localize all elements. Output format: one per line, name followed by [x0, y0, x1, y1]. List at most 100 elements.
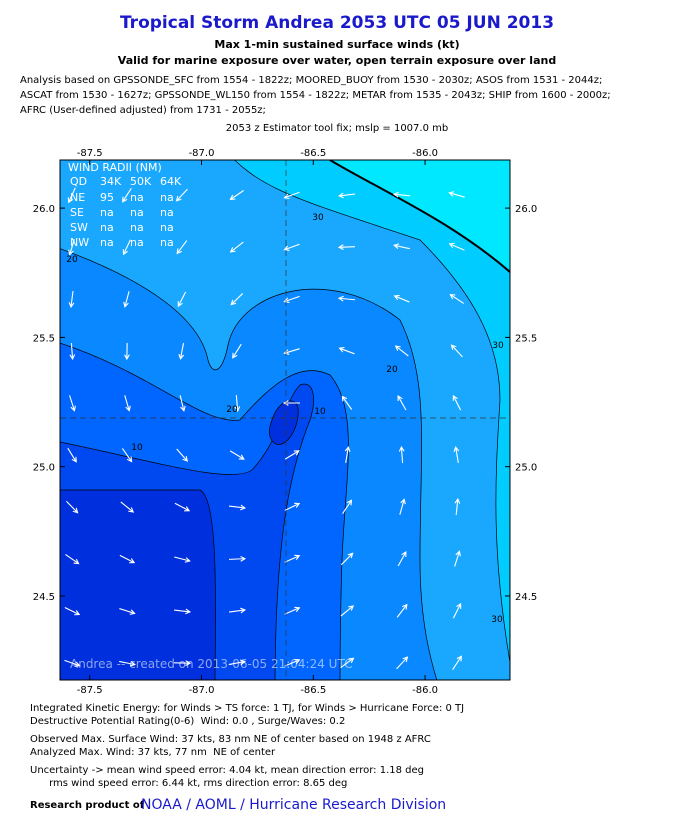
wind-arrow — [340, 552, 354, 566]
radii-cell: na — [130, 236, 144, 249]
wind-arrow — [124, 342, 130, 361]
footer-line: Uncertainty -> mean wind speed error: 4.… — [30, 765, 424, 776]
wind-arrow — [448, 242, 465, 251]
radii-cell: na — [130, 206, 144, 219]
wind-arrow — [177, 291, 187, 308]
footer-line: rms wind speed error: 6.44 kt, rms direc… — [30, 778, 347, 789]
wind-field — [60, 160, 510, 680]
analysis-line: AFRC (User-defined adjusted) from 1731 -… — [20, 105, 266, 116]
footer-line: Integrated Kinetic Energy: for Winds > T… — [30, 703, 464, 714]
radii-cell: SW — [70, 221, 88, 234]
wind-arrow — [283, 348, 300, 355]
wind-arrow — [67, 187, 76, 204]
wind-arrow — [393, 243, 410, 250]
subtitle: Max 1-min sustained surface winds (kt) — [214, 38, 459, 51]
wind-arrow — [228, 504, 247, 511]
wind-arrow — [119, 554, 136, 564]
x-tick-label: -86.0 — [412, 685, 438, 696]
wind-arrow — [230, 293, 244, 306]
contour-label: 20 — [66, 255, 78, 265]
x-tick-label: -87.0 — [189, 685, 215, 696]
wind-arrow — [337, 192, 356, 199]
wind-arrow — [344, 445, 351, 463]
wind-arrow — [173, 608, 192, 615]
radii-cell: 95 — [100, 191, 114, 204]
wind-arrow — [284, 554, 301, 563]
wind-arrow — [174, 556, 191, 563]
wind-arrow — [229, 450, 245, 460]
y-tick-label: 24.5 — [515, 592, 537, 603]
wind-arrow — [284, 450, 300, 460]
wind-arrow — [284, 658, 301, 667]
contour-label: 10 — [131, 443, 143, 453]
wind-arrow — [68, 290, 75, 309]
x-tick-label: -87.0 — [189, 148, 215, 159]
radii-cell: na — [130, 221, 144, 234]
wind-arrow — [228, 555, 247, 562]
footer-line: Destructive Potential Rating(0-6) Wind: … — [30, 716, 345, 727]
wind-arrow — [283, 191, 300, 200]
credit-prefix: Research product of — [30, 800, 145, 811]
wind-arrow — [283, 295, 300, 303]
wind-arrow — [119, 660, 136, 667]
radii-column: 50K — [130, 175, 152, 188]
y-tick-label: 26.0 — [515, 204, 537, 215]
wind-arrow — [64, 659, 81, 668]
radii-cell: NW — [70, 236, 89, 249]
wind-arrow — [284, 502, 301, 511]
validity: Valid for marine exposure over water, op… — [118, 54, 556, 67]
wind-arrow — [68, 239, 75, 256]
wind-arrow — [282, 400, 300, 406]
wind-arrow — [64, 606, 81, 616]
wind-arrow — [340, 605, 355, 617]
wind-arrow — [66, 500, 79, 514]
contour-label: 20 — [386, 365, 398, 375]
wind-arrow — [340, 657, 355, 669]
estimator: 2053 z Estimator tool fix; mslp = 1007.0… — [226, 123, 448, 134]
wind-arrow — [173, 660, 192, 666]
y-tick-label: 26.0 — [33, 204, 55, 215]
contour-label: 30 — [492, 341, 504, 351]
wind-arrow — [450, 344, 463, 358]
wind-arrow — [176, 448, 189, 462]
wind-arrow — [121, 448, 133, 463]
title: Tropical Storm Andrea 2053 UTC 05 JUN 20… — [120, 13, 554, 33]
wind-arrow — [449, 293, 464, 304]
radii-cell: na — [160, 221, 174, 234]
wind-arrow — [453, 445, 460, 463]
wind-arrow — [123, 291, 130, 308]
wind-arrow — [67, 447, 77, 463]
wind-arrow — [176, 240, 188, 255]
contour-label: 30 — [491, 615, 503, 625]
wind-arrow — [338, 346, 355, 355]
radii-column: QD — [70, 175, 87, 188]
radii-cell: na — [160, 191, 174, 204]
radii-cell: na — [160, 206, 174, 219]
wind-arrow — [69, 395, 76, 412]
wind-arrow — [342, 499, 353, 514]
wind-radii-table: WIND RADII (NM)QD 34K 50K 64K NE 95 na na SE na na… — [68, 161, 182, 249]
radii-cell: SE — [70, 206, 84, 219]
footer-line: Observed Max. Surface Wind: 37 kts, 83 n… — [30, 734, 431, 745]
radii-cell: na — [130, 191, 144, 204]
radii-cell: NE — [70, 191, 85, 204]
wind-arrow — [393, 294, 410, 303]
radii-column: 64K — [160, 175, 182, 188]
x-tick-label: -87.5 — [77, 685, 103, 696]
wind-arrow — [397, 550, 407, 567]
wind-arrow — [448, 191, 465, 198]
wind-arrow — [124, 395, 131, 412]
x-tick-label: -86.0 — [412, 148, 438, 159]
x-tick-label: -86.5 — [300, 685, 326, 696]
credit[interactable]: NOAA / AOML / Hurricane Research Divisio… — [141, 797, 446, 813]
contour-label: 30 — [312, 213, 324, 223]
wind-arrow — [179, 395, 186, 412]
y-tick-label: 25.0 — [515, 463, 537, 474]
wind-arrow — [229, 190, 244, 201]
wind-arrow — [232, 343, 242, 359]
radii-column: 34K — [100, 175, 122, 188]
wind-arrow — [399, 498, 406, 515]
wind-arrow — [69, 342, 76, 361]
analysis-line: ASCAT from 1530 - 1627z; GPSSONDE_WL150 … — [20, 90, 611, 101]
